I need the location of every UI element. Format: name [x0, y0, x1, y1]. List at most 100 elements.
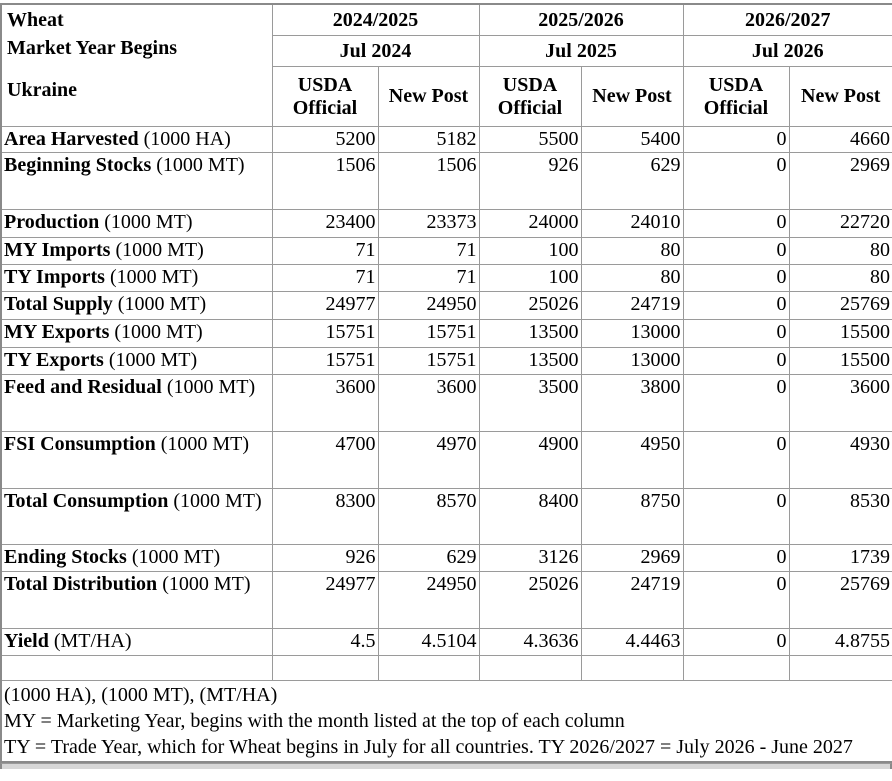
value-cell: 80 — [580, 237, 684, 265]
value-cell: 80 — [580, 264, 684, 292]
value-cell: 24950 — [377, 291, 480, 320]
value-cell: 15751 — [271, 319, 379, 348]
value-cell: 24000 — [478, 209, 582, 238]
wheat-psd-table: Wheat Market Year Begins Ukraine 2024/20… — [0, 3, 892, 763]
value-cell: 1506 — [377, 152, 480, 210]
value-cell: 15751 — [377, 319, 480, 348]
row-total-distribution: Total Distribution (1000 MT) 24977 24950… — [0, 571, 892, 629]
row-label: TY Imports (1000 MT) — [0, 264, 273, 292]
commodity-name: Wheat — [7, 9, 64, 31]
value-cell: 4.5104 — [377, 628, 480, 656]
footnote-my: MY = Marketing Year, begins with the mon… — [4, 710, 625, 732]
value-cell: 25026 — [478, 571, 582, 629]
begin-month-jul-2024: Jul 2024 — [271, 35, 480, 67]
row-ending-stocks: Ending Stocks (1000 MT) 926 629 3126 296… — [0, 544, 892, 572]
usda-official-header: USDA Official — [478, 66, 582, 127]
value-cell: 4.5 — [271, 628, 379, 656]
header-row-years: Wheat Market Year Begins Ukraine 2024/20… — [0, 3, 892, 127]
value-cell: 2969 — [788, 152, 892, 210]
row-label: Total Consumption (1000 MT) — [0, 488, 273, 545]
value-cell: 71 — [377, 264, 480, 292]
value-cell: 71 — [271, 237, 379, 265]
value-cell: 100 — [478, 264, 582, 292]
value-cell: 8530 — [788, 488, 892, 545]
usda-official-header: USDA Official — [682, 66, 790, 127]
value-cell: 15500 — [788, 347, 892, 375]
value-cell: 3500 — [478, 374, 582, 432]
value-cell: 80 — [788, 264, 892, 292]
value-cell: 926 — [478, 152, 582, 210]
begin-month-jul-2025: Jul 2025 — [478, 35, 684, 67]
new-post-header: New Post — [580, 66, 684, 127]
value-cell: 24719 — [580, 571, 684, 629]
value-cell: 926 — [271, 544, 379, 572]
row-production: Production (1000 MT) 23400 23373 24000 2… — [0, 209, 892, 238]
row-beginning-stocks: Beginning Stocks (1000 MT) 1506 1506 926… — [0, 152, 892, 210]
empty-cell — [580, 655, 684, 681]
empty-cell — [682, 655, 790, 681]
value-cell: 1506 — [271, 152, 379, 210]
next-table-row-strip — [0, 763, 892, 769]
row-label: Feed and Residual (1000 MT) — [0, 374, 273, 432]
row-total-consumption: Total Consumption (1000 MT) 8300 8570 84… — [0, 488, 892, 545]
value-cell: 3600 — [271, 374, 379, 432]
row-label: MY Imports (1000 MT) — [0, 237, 273, 265]
value-cell: 24977 — [271, 291, 379, 320]
value-cell: 13500 — [478, 347, 582, 375]
row-label: Yield (MT/HA) — [0, 628, 273, 656]
value-cell: 3800 — [580, 374, 684, 432]
value-cell: 23400 — [271, 209, 379, 238]
value-cell: 4950 — [580, 431, 684, 489]
value-cell: 71 — [271, 264, 379, 292]
row-ty-imports: TY Imports (1000 MT) 71 71 100 80 0 80 — [0, 264, 892, 292]
value-cell: 24977 — [271, 571, 379, 629]
row-my-imports: MY Imports (1000 MT) 71 71 100 80 0 80 — [0, 237, 892, 265]
value-cell: 8570 — [377, 488, 480, 545]
row-area-harvested: Area Harvested (1000 HA) 5200 5182 5500 … — [0, 126, 892, 153]
corner-header-cell: Wheat Market Year Begins Ukraine — [0, 3, 273, 127]
row-label: TY Exports (1000 MT) — [0, 347, 273, 375]
value-cell: 13000 — [580, 347, 684, 375]
usda-official-header: USDA Official — [271, 66, 379, 127]
value-cell: 71 — [377, 237, 480, 265]
value-cell: 15500 — [788, 319, 892, 348]
value-cell: 1739 — [788, 544, 892, 572]
footnotes-cell: (1000 HA), (1000 MT), (MT/HA) MY = Marke… — [0, 680, 892, 763]
value-cell: 24950 — [377, 571, 480, 629]
value-cell: 4.8755 — [788, 628, 892, 656]
value-cell: 80 — [788, 237, 892, 265]
empty-cell — [788, 655, 892, 681]
value-cell: 15751 — [377, 347, 480, 375]
value-cell: 24719 — [580, 291, 684, 320]
value-cell: 629 — [580, 152, 684, 210]
value-cell: 4700 — [271, 431, 379, 489]
value-cell: 8300 — [271, 488, 379, 545]
value-cell: 24010 — [580, 209, 684, 238]
empty-cell — [478, 655, 582, 681]
value-cell: 4970 — [377, 431, 480, 489]
value-cell: 0 — [682, 237, 790, 265]
value-cell: 3600 — [788, 374, 892, 432]
value-cell: 4900 — [478, 431, 582, 489]
empty-cell — [377, 655, 480, 681]
footnotes-row: (1000 HA), (1000 MT), (MT/HA) MY = Marke… — [0, 680, 892, 763]
value-cell: 5182 — [377, 126, 480, 153]
value-cell: 0 — [682, 431, 790, 489]
value-cell: 22720 — [788, 209, 892, 238]
value-cell: 5400 — [580, 126, 684, 153]
new-post-header: New Post — [377, 66, 480, 127]
value-cell: 3600 — [377, 374, 480, 432]
value-cell: 25769 — [788, 571, 892, 629]
row-label: FSI Consumption (1000 MT) — [0, 431, 273, 489]
value-cell: 8400 — [478, 488, 582, 545]
value-cell: 8750 — [580, 488, 684, 545]
new-post-header: New Post — [788, 66, 892, 127]
year-header-2026-2027: 2026/2027 — [682, 3, 892, 36]
row-label: MY Exports (1000 MT) — [0, 319, 273, 348]
value-cell: 4930 — [788, 431, 892, 489]
row-label: Total Supply (1000 MT) — [0, 291, 273, 320]
value-cell: 0 — [682, 488, 790, 545]
country-name: Ukraine — [7, 79, 77, 101]
row-my-exports: MY Exports (1000 MT) 15751 15751 13500 1… — [0, 319, 892, 348]
empty-cell — [271, 655, 379, 681]
